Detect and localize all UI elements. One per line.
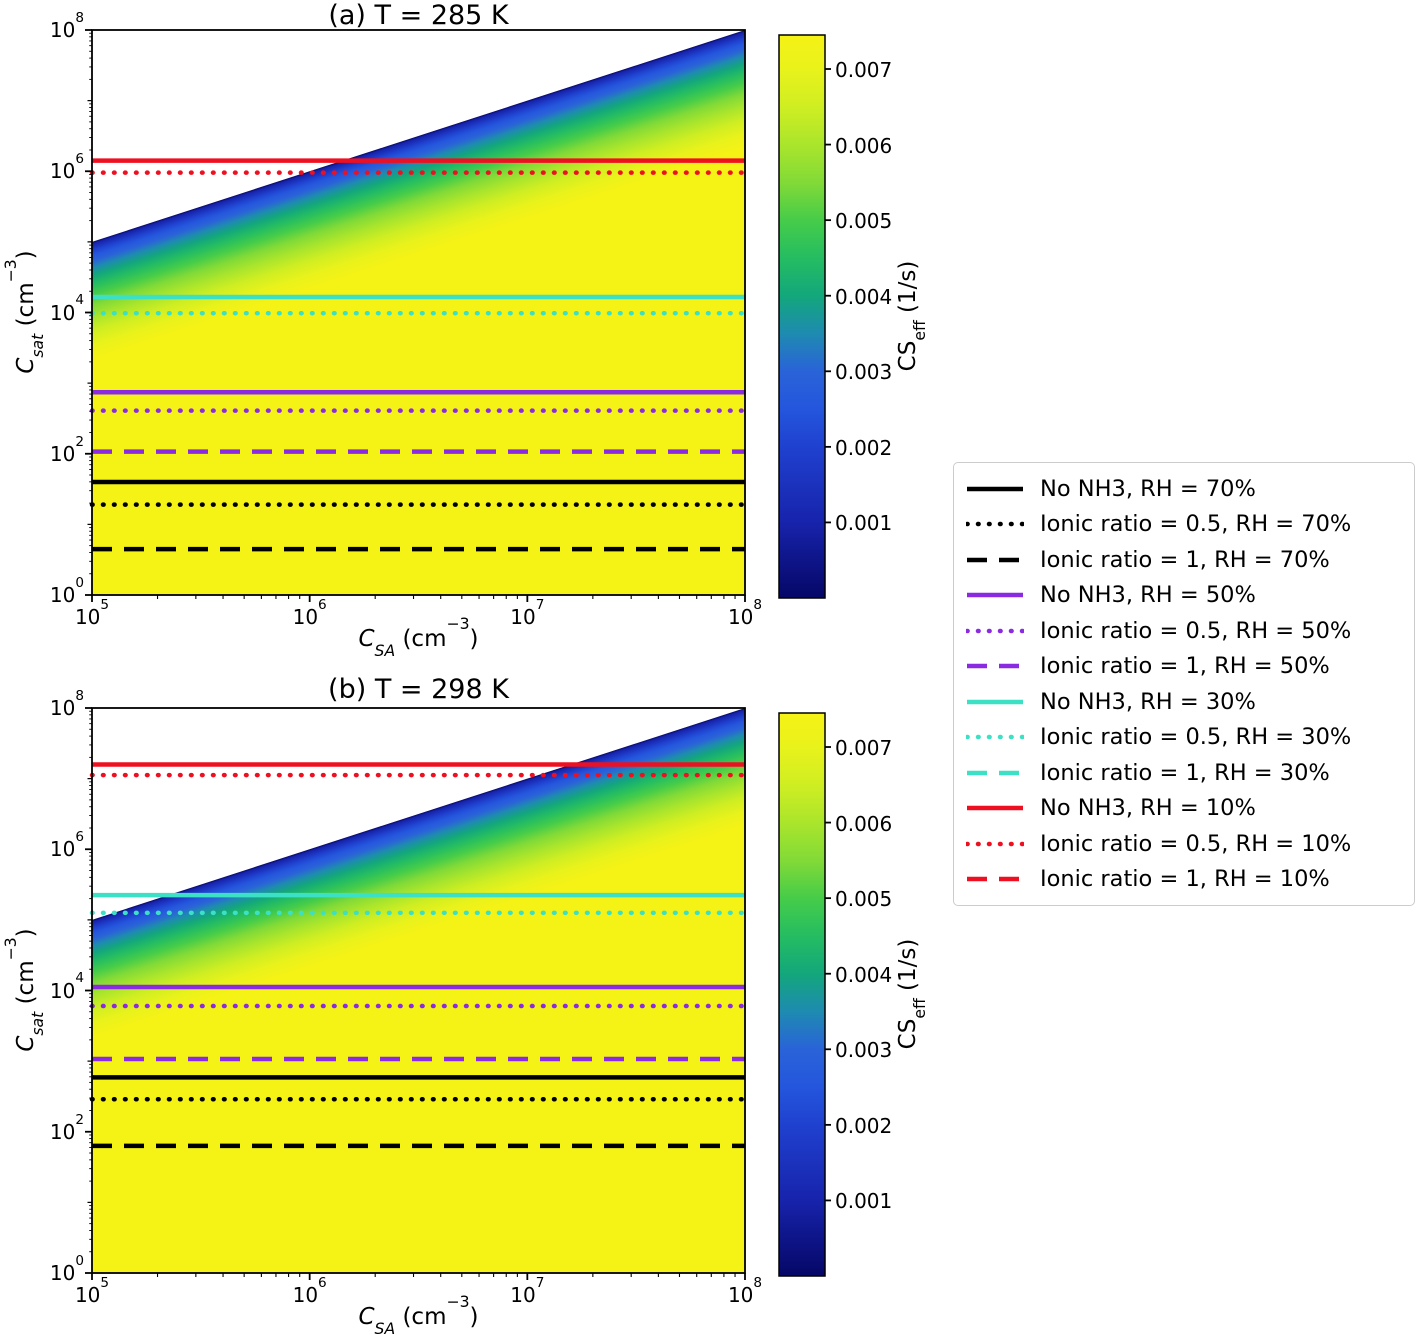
legend-item: No NH3, RH = 50% [966,582,1402,608]
legend-line-sample [967,699,1023,704]
colorbar-tick-label: 0.007 [835,736,893,760]
legend-line-sample [967,593,1023,598]
panel-b-title: (b) T = 298 K [328,674,509,705]
y-tick-label: 102 [49,433,84,466]
y-tick-label: 104 [49,970,84,1003]
legend-item: Ionic ratio = 1, RH = 50% [966,653,1402,679]
colorbar-tick-label: 0.002 [835,435,893,460]
legend-label: No NH3, RH = 50% [1040,582,1256,609]
x-tick-label: 107 [510,596,545,629]
legend: No NH3, RH = 70% Ionic ratio = 0.5, RH = … [953,462,1415,906]
colorbar-tick-label: 0.002 [835,1113,893,1138]
colorbar-tick-label: 0.003 [835,1038,893,1063]
colorbar-tick-label: 0.003 [835,360,893,385]
legend-label: Ionic ratio = 1, RH = 30% [1040,759,1330,786]
legend-item: No NH3, RH = 10% [966,795,1402,821]
colorbar-b-label: CSeff (1/s) [895,938,929,1050]
legend-line-sample [966,522,1024,527]
legend-line-sample [967,486,1023,491]
colorbar-tick-label: 0.001 [835,1189,893,1214]
legend-label: Ionic ratio = 1, RH = 70% [1040,546,1330,573]
legend-line-sample [966,841,1024,846]
legend-label: No NH3, RH = 70% [1040,475,1256,502]
legend-line-sample [967,877,1023,882]
x-tick-label: 105 [74,1274,110,1307]
legend-label: Ionic ratio = 0.5, RH = 70% [1040,511,1352,538]
legend-label: No NH3, RH = 10% [1040,795,1256,822]
colorbar-tick-label: 0.001 [835,511,893,536]
legend-line-sample [966,735,1024,740]
x-tick-label: 106 [292,1274,327,1307]
colorbar-a-label: CSeff (1/s) [895,260,929,372]
y-tick-label: 106 [49,151,84,184]
y-tick-label: 104 [49,292,84,325]
legend-line-sample [967,806,1023,811]
legend-line-sample [967,770,1023,775]
legend-label: No NH3, RH = 30% [1040,688,1256,715]
x-tick-label: 107 [510,1274,545,1307]
legend-line-sample [966,628,1024,633]
legend-item: No NH3, RH = 30% [966,689,1402,715]
legend-label: Ionic ratio = 1, RH = 10% [1040,866,1330,893]
x-tick-label: 105 [74,596,110,629]
colorbar-tick-label: 0.004 [835,284,893,309]
legend-label: Ionic ratio = 0.5, RH = 10% [1040,830,1352,857]
panel-a-title: (a) T = 285 K [328,0,509,31]
legend-item: Ionic ratio = 1, RH = 70% [966,547,1402,573]
colorbar-tick-label: 0.005 [835,887,893,912]
colorbar-tick-label: 0.006 [835,133,893,158]
legend-line-sample [967,557,1023,562]
x-tick-label: 108 [727,1274,763,1307]
x-tick-label: 106 [292,596,327,629]
y-tick-label: 108 [49,687,84,720]
y-tick-label: 100 [49,1252,84,1285]
heat-region [92,708,745,1273]
panel-a-xlabel: CSA (cm−3) [358,613,479,660]
colorbar [778,712,826,1277]
legend-label: Ionic ratio = 0.5, RH = 50% [1040,617,1352,644]
colorbar-tick-label: 0.006 [835,811,893,836]
legend-label: Ionic ratio = 0.5, RH = 30% [1040,724,1352,751]
legend-item: Ionic ratio = 1, RH = 10% [966,866,1402,892]
legend-item: Ionic ratio = 0.5, RH = 30% [966,724,1402,750]
legend-item: Ionic ratio = 0.5, RH = 10% [966,831,1402,857]
legend-item: Ionic ratio = 0.5, RH = 50% [966,618,1402,644]
colorbar-tick-label: 0.005 [835,209,893,234]
y-tick-label: 106 [49,829,84,862]
panel-b-xlabel: CSA (cm−3) [358,1291,479,1338]
y-tick-label: 108 [49,9,84,42]
x-tick-label: 108 [727,596,763,629]
colorbar-tick-label: 0.007 [835,58,893,82]
legend-line-sample [967,664,1023,669]
y-tick-label: 100 [49,574,84,607]
legend-item: Ionic ratio = 0.5, RH = 70% [966,511,1402,537]
colorbar-tick-label: 0.004 [835,962,893,987]
legend-item: Ionic ratio = 1, RH = 30% [966,760,1402,786]
colorbar [778,34,826,599]
legend-item: No NH3, RH = 70% [966,476,1402,502]
y-tick-label: 102 [49,1111,84,1144]
legend-label: Ionic ratio = 1, RH = 50% [1040,653,1330,680]
